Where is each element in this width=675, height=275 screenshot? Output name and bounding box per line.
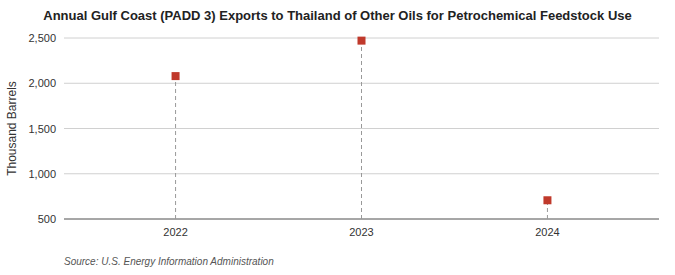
y-tick-label: 500 xyxy=(38,213,56,225)
chart-container: Annual Gulf Coast (PADD 3) Exports to Th… xyxy=(0,0,675,275)
x-tick-label: 2023 xyxy=(349,226,373,238)
y-tick-labels: 500 1,000 1,500 2,000 2,500 xyxy=(28,32,56,225)
x-tick-labels: 2022 2023 2024 xyxy=(163,226,559,238)
stem xyxy=(175,76,176,219)
point xyxy=(543,196,551,204)
y-tick-label: 2,500 xyxy=(28,32,56,44)
page: Chart html, body { margin: 0; padding: 0… xyxy=(0,0,675,275)
x-tick-label: 2024 xyxy=(535,226,559,238)
point xyxy=(172,72,180,80)
y-tick-label: 2,000 xyxy=(28,77,56,89)
page-body: {"chart_data": {"type": "lollipop", "tit… xyxy=(0,0,675,275)
grid-line xyxy=(64,128,659,129)
x-tick-label: 2022 xyxy=(163,226,187,238)
y-grid xyxy=(64,38,659,219)
source-note: Source: U.S. Energy Information Administ… xyxy=(64,256,274,267)
y-tick-label: 1,500 xyxy=(28,123,56,135)
marks xyxy=(172,37,552,219)
y-axis-label: Thousand Barrels xyxy=(5,81,19,176)
point xyxy=(358,37,366,45)
chart-svg: Annual Gulf Coast (PADD 3) Exports to Th… xyxy=(0,0,675,275)
chart-title: Annual Gulf Coast (PADD 3) Exports to Th… xyxy=(43,8,631,23)
stem xyxy=(361,41,362,219)
y-tick-label: 1,000 xyxy=(28,168,56,180)
